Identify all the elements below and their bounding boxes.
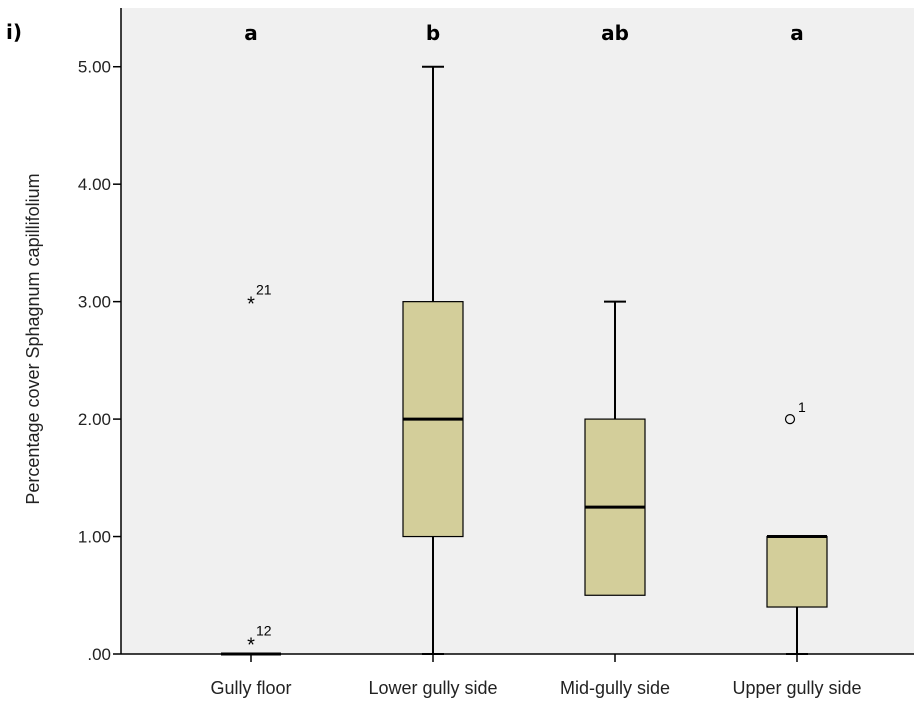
group-letter: a bbox=[790, 21, 804, 45]
y-tick-label: .00 bbox=[87, 645, 111, 664]
y-tick-label: 1.00 bbox=[78, 528, 111, 547]
y-tick-label: 3.00 bbox=[78, 293, 111, 312]
group-letter: a bbox=[244, 21, 258, 45]
outlier-star-marker: * bbox=[247, 294, 255, 316]
box bbox=[766, 535, 828, 608]
group-letter: b bbox=[426, 21, 440, 45]
y-tick-label: 2.00 bbox=[78, 410, 111, 429]
x-tick-label: Gully floor bbox=[210, 678, 291, 698]
outlier-label: 12 bbox=[256, 622, 272, 638]
y-tick-label: 4.00 bbox=[78, 175, 111, 194]
x-tick-label: Lower gully side bbox=[368, 678, 497, 698]
outlier-star-marker: * bbox=[247, 634, 255, 656]
y-tick-label: 5.00 bbox=[78, 58, 111, 77]
outlier-label: 21 bbox=[256, 282, 272, 298]
outlier-circle-marker bbox=[784, 413, 796, 425]
panel-label: i) bbox=[6, 20, 22, 44]
group-letter: ab bbox=[601, 21, 629, 45]
x-tick-label: Mid-gully side bbox=[560, 678, 670, 698]
y-axis-label: Percentage cover Sphagnum capillifolium bbox=[23, 173, 43, 504]
x-tick-label: Upper gully side bbox=[732, 678, 861, 698]
outlier-label: 1 bbox=[798, 399, 806, 415]
